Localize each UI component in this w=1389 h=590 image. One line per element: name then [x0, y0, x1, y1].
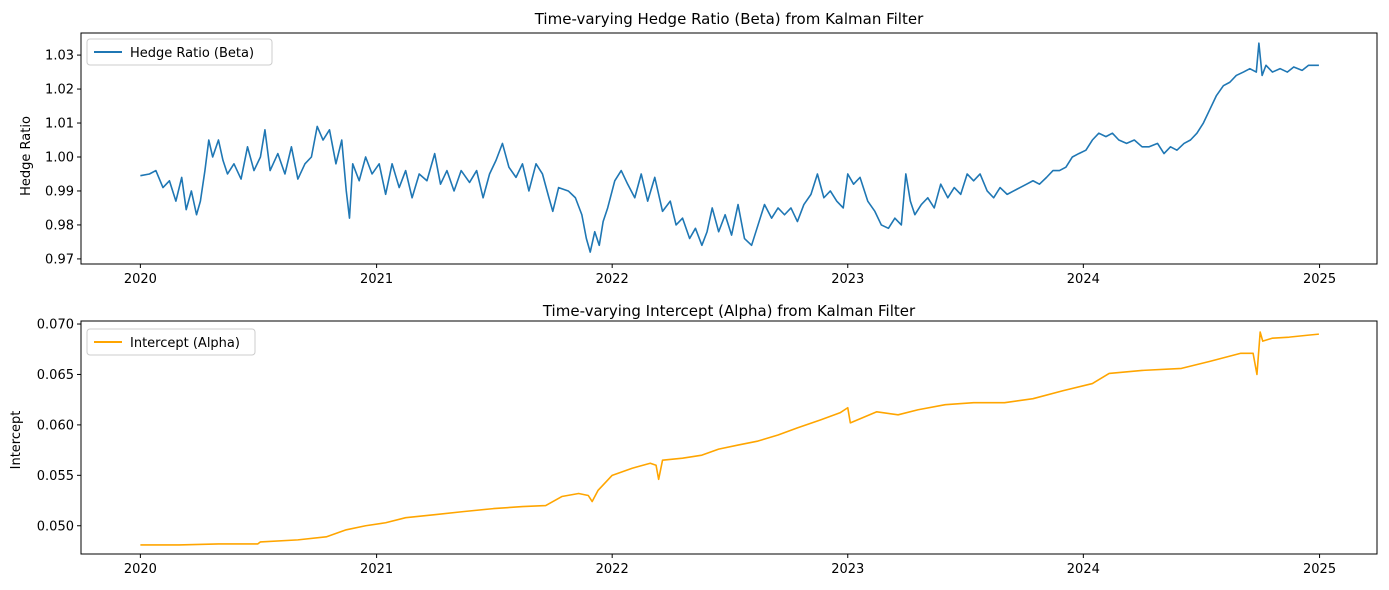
legend: Intercept (Alpha): [86, 328, 256, 356]
y-tick-label: 0.98: [45, 218, 74, 233]
y-tick-label: 0.97: [45, 252, 74, 267]
series-line-1: [140, 42, 1319, 253]
plot-area: [80, 32, 1378, 265]
y-tick-label: 1.02: [45, 83, 74, 98]
plot-area: [80, 320, 1378, 555]
series-group: [140, 42, 1319, 253]
y-tick-label: 0.065: [37, 368, 74, 383]
y-tick-label: 1.03: [45, 49, 74, 64]
chart-title: Time-varying Hedge Ratio (Beta) from Kal…: [534, 10, 924, 28]
x-tick-label: 2022: [596, 272, 629, 287]
x-tick-label: 2022: [596, 562, 629, 577]
y-tick-label: 1.01: [45, 117, 74, 132]
y-tick-label: 0.060: [37, 418, 74, 433]
y-tick-label: 0.070: [37, 318, 74, 333]
x-tick-label: 2024: [1067, 562, 1100, 577]
x-tick-label: 2023: [831, 562, 864, 577]
x-tick-label: 2021: [360, 272, 393, 287]
intercept-chart: Time-varying Intercept (Alpha) from Kalm…: [9, 302, 1378, 577]
y-tick-label: 0.050: [37, 519, 74, 534]
legend-box: [86, 328, 256, 356]
y-tick-label: 0.055: [37, 469, 74, 484]
y-axis-label: Intercept: [9, 411, 24, 470]
y-axis: 0.97 0.98 0.99 1.00 1.01 1.02 1.03: [45, 49, 81, 267]
x-axis: 2020 2021 2022 2023 2024 2025: [124, 554, 1336, 577]
x-tick-label: 2024: [1067, 272, 1100, 287]
legend: Hedge Ratio (Beta): [86, 38, 273, 66]
legend-box: [86, 38, 273, 66]
x-tick-label: 2023: [831, 272, 864, 287]
x-tick-label: 2021: [360, 562, 393, 577]
x-axis: 2020 2021 2022 2023 2024 2025: [124, 264, 1336, 287]
series-line-1: [140, 331, 1319, 546]
series-group: [140, 331, 1319, 546]
y-tick-label: 0.99: [45, 184, 74, 199]
x-tick-label: 2025: [1303, 272, 1336, 287]
legend-label: Hedge Ratio (Beta): [130, 46, 254, 61]
legend-label: Intercept (Alpha): [130, 336, 240, 351]
y-axis-label: Hedge Ratio: [19, 116, 34, 196]
x-tick-label: 2020: [124, 272, 157, 287]
x-tick-label: 2025: [1303, 562, 1336, 577]
chart-title: Time-varying Intercept (Alpha) from Kalm…: [542, 302, 916, 320]
x-tick-label: 2020: [124, 562, 157, 577]
y-tick-label: 1.00: [45, 150, 74, 165]
hedge-ratio-chart: Time-varying Hedge Ratio (Beta) from Kal…: [19, 10, 1378, 287]
y-axis: 0.050 0.055 0.060 0.065 0.070: [37, 318, 81, 534]
